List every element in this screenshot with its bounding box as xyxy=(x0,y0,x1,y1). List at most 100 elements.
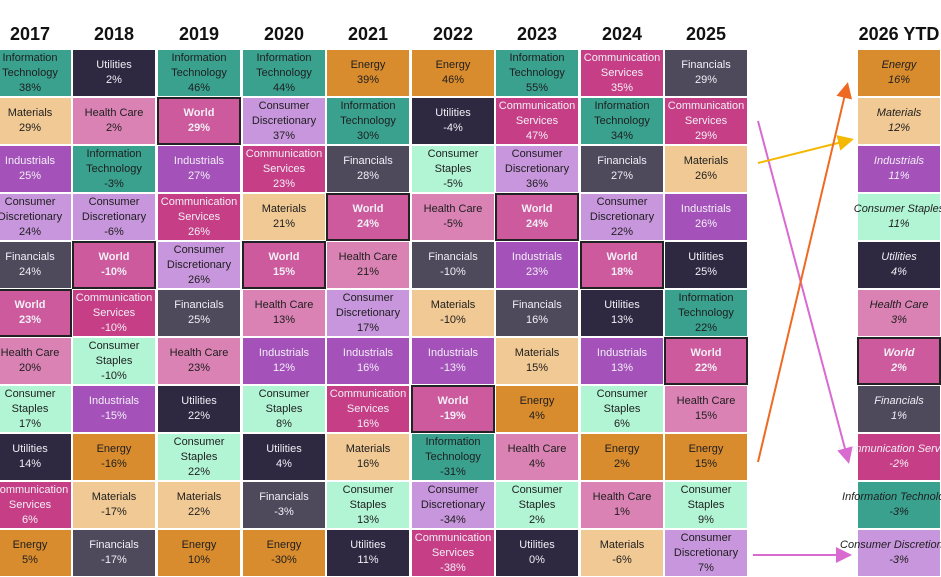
cell-world: World 2% xyxy=(857,337,941,385)
cell-world: World 15% xyxy=(242,241,326,289)
return-value: -3% xyxy=(889,506,909,518)
return-value: -10% xyxy=(101,321,127,334)
year-header: 2018 xyxy=(93,24,135,44)
sector-label: Utilities xyxy=(266,443,302,455)
return-value: 26% xyxy=(187,225,211,238)
cell-communication-services: Communication Services 47% xyxy=(495,97,579,145)
sector-label: Consumer Discretionary xyxy=(81,195,147,223)
year-header: 2024 xyxy=(601,24,643,44)
sector-label: Consumer Staples xyxy=(258,387,310,415)
sector-label: Industrials xyxy=(4,155,56,167)
cell-industrials: Industrials -15% xyxy=(72,385,156,433)
cell-energy: Energy 16% xyxy=(857,49,941,97)
year-header: 2023 xyxy=(516,24,558,44)
cell-industrials: Industrials 27% xyxy=(157,145,241,193)
return-value: 25% xyxy=(187,314,211,326)
return-value: 1% xyxy=(891,410,907,422)
cell-energy: Energy -16% xyxy=(72,433,156,481)
return-value: 29% xyxy=(694,74,718,86)
return-value: -6% xyxy=(104,225,124,238)
cell-utilities: Utilities 0% xyxy=(495,529,579,577)
sector-label: Industrials xyxy=(680,203,732,215)
sector-label: Information Technology xyxy=(256,51,312,79)
return-value: 13% xyxy=(356,513,380,526)
return-value: 37% xyxy=(272,129,296,142)
cell-health-care: Health Care 1% xyxy=(580,481,664,529)
return-value: -17% xyxy=(101,554,127,566)
return-value: 16% xyxy=(356,362,380,374)
sector-label: Consumer Staples xyxy=(173,435,225,463)
cell-consumer-staples: Consumer Staples 11% xyxy=(853,193,941,241)
cell-health-care: Health Care 21% xyxy=(326,241,410,289)
return-value: 13% xyxy=(610,362,634,374)
sector-label: Utilities xyxy=(350,539,386,551)
cell-industrials: Industrials 16% xyxy=(326,337,410,385)
sector-label: Industrials xyxy=(173,155,225,167)
sector-label: Consumer Staples xyxy=(596,387,648,415)
sector-label: Health Care xyxy=(0,347,60,359)
cell-consumer-discretionary: Consumer Discretionary 26% xyxy=(157,241,241,289)
cell-consumer-discretionary: Consumer Discretionary 36% xyxy=(495,145,579,193)
return-value: 38% xyxy=(18,81,42,94)
sector-label: Materials xyxy=(345,443,391,455)
sector-label: Financials xyxy=(174,299,224,311)
sector-label: Health Care xyxy=(592,491,652,503)
year-header: 2021 xyxy=(347,24,389,44)
sector-label: World xyxy=(183,107,215,119)
cell-consumer-discretionary: Consumer Discretionary 17% xyxy=(326,289,410,337)
return-value: 0% xyxy=(529,554,545,566)
sector-label: Energy xyxy=(688,443,724,455)
return-value: 35% xyxy=(610,81,634,94)
cell-communication-services: Communication Services 26% xyxy=(157,193,241,241)
sector-label: World xyxy=(437,395,469,407)
return-value: 16% xyxy=(887,74,911,86)
cell-consumer-discretionary: Consumer Discretionary -34% xyxy=(411,481,495,529)
sector-label: Consumer Staples xyxy=(342,483,394,511)
sector-label: Materials xyxy=(176,491,222,503)
return-value: 15% xyxy=(525,362,549,374)
return-value: 27% xyxy=(610,170,634,182)
year-header: 2026 YTD xyxy=(858,24,940,44)
sector-label: Energy xyxy=(435,59,471,71)
cell-consumer-discretionary: Consumer Discretionary 7% xyxy=(664,529,748,577)
cell-financials: Financials 25% xyxy=(157,289,241,337)
return-value: -31% xyxy=(440,465,466,478)
return-value: 23% xyxy=(272,177,296,190)
return-value: 27% xyxy=(187,170,211,182)
cell-consumer-discretionary: Consumer Discretionary 24% xyxy=(0,193,72,241)
cell-energy: Energy 5% xyxy=(0,529,72,577)
return-value: 26% xyxy=(187,273,211,286)
sector-label: Financials xyxy=(597,155,647,167)
cell-materials: Materials 12% xyxy=(857,97,941,145)
sector-label: Consumer Staples xyxy=(853,203,941,215)
return-value: -2% xyxy=(889,458,909,470)
return-value: 22% xyxy=(694,321,718,334)
return-value: 12% xyxy=(887,122,911,134)
sector-label: Industrials xyxy=(342,347,394,359)
return-value: 4% xyxy=(529,410,545,422)
sector-label: Financials xyxy=(343,155,393,167)
return-value: -4% xyxy=(443,122,463,134)
cell-materials: Materials 21% xyxy=(242,193,326,241)
sector-label: Information Technology xyxy=(842,491,941,503)
sector-label: Consumer Discretionary xyxy=(0,195,63,223)
return-value: 46% xyxy=(441,74,465,86)
return-value: -3% xyxy=(104,177,124,190)
sector-label: Consumer Discretionary xyxy=(251,99,317,127)
return-value: -38% xyxy=(440,561,466,574)
cell-utilities: Utilities 14% xyxy=(0,433,72,481)
sector-label: Health Care xyxy=(254,299,314,311)
cell-health-care: Health Care 23% xyxy=(157,337,241,385)
sector-label: Health Care xyxy=(169,347,229,359)
sector-label: Financials xyxy=(512,299,562,311)
cell-world: World -10% xyxy=(72,241,156,289)
sector-label: World xyxy=(690,347,722,359)
sector-label: Consumer Discretionary xyxy=(589,195,655,223)
cell-communication-services: Communication Services 6% xyxy=(0,481,72,529)
year-header: 2020 xyxy=(263,24,305,44)
cell-financials: Financials 29% xyxy=(664,49,748,97)
sector-label: Information Technology xyxy=(509,51,565,79)
return-value: -3% xyxy=(889,554,909,566)
cell-health-care: Health Care 13% xyxy=(242,289,326,337)
return-value: -17% xyxy=(101,506,127,518)
